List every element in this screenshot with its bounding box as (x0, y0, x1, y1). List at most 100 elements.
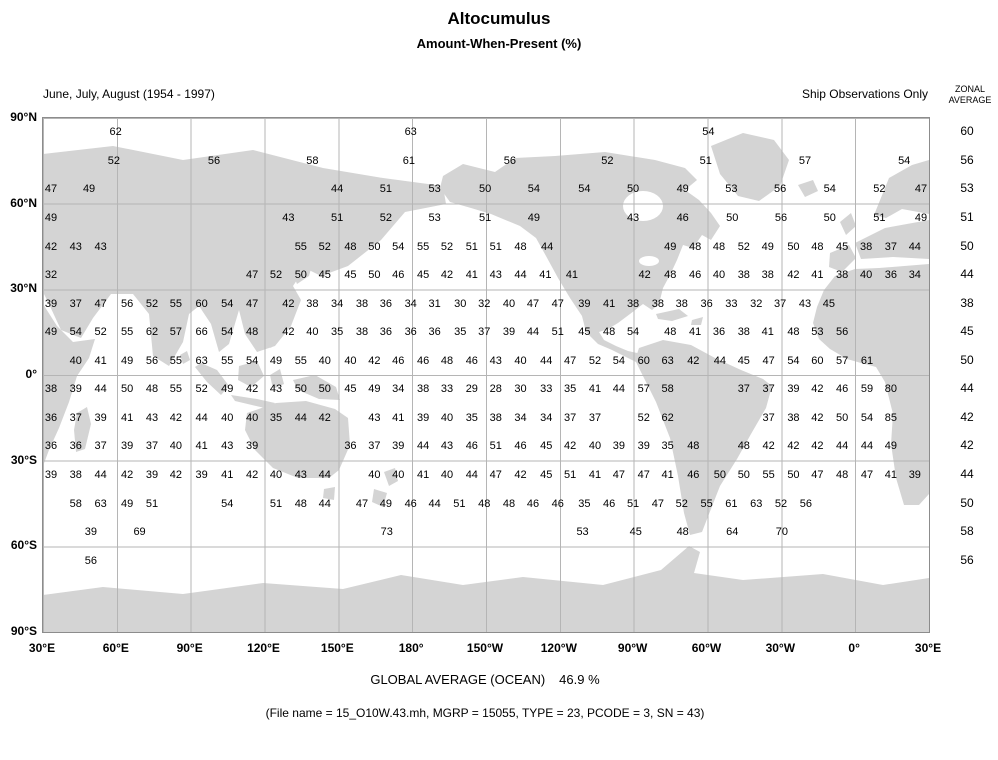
grid-value: 39 (44, 297, 58, 310)
grid-value: 50 (294, 383, 307, 396)
grid-value: 36 (884, 269, 898, 282)
grid-value: 69 (133, 526, 146, 539)
grid-value: 42 (44, 240, 58, 253)
grid-value: 39 (612, 440, 626, 453)
longitude-tick-label: 30°E (914, 641, 942, 655)
grid-value: 49 (527, 211, 540, 224)
zonal-average-value: 56 (960, 552, 974, 567)
grid-value: 66 (195, 326, 208, 339)
grid-value: 42 (282, 297, 295, 310)
grid-value: 52 (601, 154, 614, 167)
grid-value: 52 (873, 183, 886, 196)
grid-value: 40 (344, 354, 357, 367)
grid-value: 47 (94, 297, 107, 310)
grid-value: 63 (661, 354, 674, 367)
grid-value: 50 (368, 269, 381, 282)
grid-value: 40 (588, 440, 602, 453)
grid-value: 42 (169, 468, 183, 481)
grid-value: 48 (664, 326, 677, 339)
grid-value: 47 (355, 497, 369, 510)
grid-value: 62 (145, 326, 159, 339)
grid-value: 37 (69, 411, 82, 424)
grid-value: 39 (392, 440, 405, 453)
longitude-tick-label: 90°E (176, 641, 203, 655)
grid-value: 59 (860, 383, 874, 396)
grid-value: 48 (737, 440, 750, 453)
grid-value: 47 (44, 183, 58, 196)
grid-value: 40 (440, 468, 454, 481)
grid-value: 37 (762, 383, 775, 396)
grid-value: 58 (69, 497, 82, 510)
grid-value: 34 (392, 383, 405, 396)
grid-value: 48 (603, 326, 616, 339)
grid-value: 40 (859, 269, 873, 282)
grid-value: 38 (355, 326, 369, 339)
grid-value: 54 (527, 183, 540, 196)
grid-value: 60 (195, 297, 208, 310)
grid-value: 46 (465, 354, 478, 367)
grid-value: 50 (294, 269, 307, 282)
grid-value: 39 (637, 440, 650, 453)
grid-value: 46 (392, 269, 405, 282)
grid-value: 48 (145, 383, 159, 396)
grid-value: 45 (416, 269, 430, 282)
grid-value: 41 (565, 269, 579, 282)
grid-value: 49 (761, 240, 774, 253)
grid-value: 43 (489, 269, 502, 282)
grid-value: 34 (540, 411, 553, 424)
zonal-average-value: 56 (960, 152, 974, 167)
longitude-tick-label: 120°E (247, 641, 280, 655)
grid-value: 49 (44, 211, 58, 224)
grid-value: 43 (282, 211, 295, 224)
grid-value: 54 (787, 354, 800, 367)
latitude-tick-label: 90°N (10, 110, 37, 124)
grid-value: 47 (489, 468, 502, 481)
grid-value: 51 (489, 440, 502, 453)
grid-value: 46 (392, 354, 405, 367)
grid-value: 45 (822, 297, 835, 310)
grid-value: 44 (428, 497, 441, 510)
grid-value: 44 (713, 354, 727, 367)
grid-value: 42 (787, 440, 800, 453)
grid-value: 44 (416, 440, 430, 453)
grid-value: 42 (121, 468, 134, 481)
grid-value: 52 (318, 240, 331, 253)
grid-value: 38 (355, 297, 369, 310)
grid-value: 57 (637, 383, 650, 396)
grid-value: 42 (687, 354, 700, 367)
grid-value: 36 (379, 297, 392, 310)
zonal-average-value: 44 (960, 381, 974, 396)
grid-value: 36 (712, 326, 726, 339)
grid-value: 44 (465, 468, 478, 481)
zonal-average-value: 51 (960, 209, 974, 224)
grid-value: 46 (526, 497, 540, 510)
grid-value: 52 (774, 497, 788, 510)
grid-value: 30 (514, 383, 527, 396)
grid-value: 51 (269, 497, 283, 510)
grid-value: 36 (428, 326, 441, 339)
longitude-tick-label: 60°W (691, 641, 722, 655)
zonal-average-value: 44 (960, 267, 974, 282)
grid-value: 36 (379, 326, 392, 339)
grid-value: 46 (688, 269, 702, 282)
grid-value: 52 (675, 497, 688, 510)
grid-value: 45 (318, 269, 331, 282)
grid-value: 60 (811, 354, 824, 367)
grid-value: 48 (344, 240, 357, 253)
grid-value: 38 (675, 297, 688, 310)
latitude-tick-label: 0° (25, 367, 37, 381)
longitude-tick-label: 0° (848, 641, 860, 655)
grid-value: 49 (269, 354, 283, 367)
grid-value: 40 (269, 468, 283, 481)
grid-value: 52 (145, 297, 159, 310)
grid-value: 43 (269, 383, 283, 396)
grid-value: 55 (169, 383, 183, 396)
grid-value: 39 (69, 383, 82, 396)
grid-value: 38 (489, 411, 502, 424)
grid-value: 34 (404, 297, 417, 310)
grid-value: 56 (84, 554, 97, 567)
grid-value: 39 (145, 468, 159, 481)
grid-value: 73 (380, 526, 393, 539)
latitude-tick-label: 30°S (10, 452, 37, 467)
grid-value: 56 (503, 154, 517, 167)
